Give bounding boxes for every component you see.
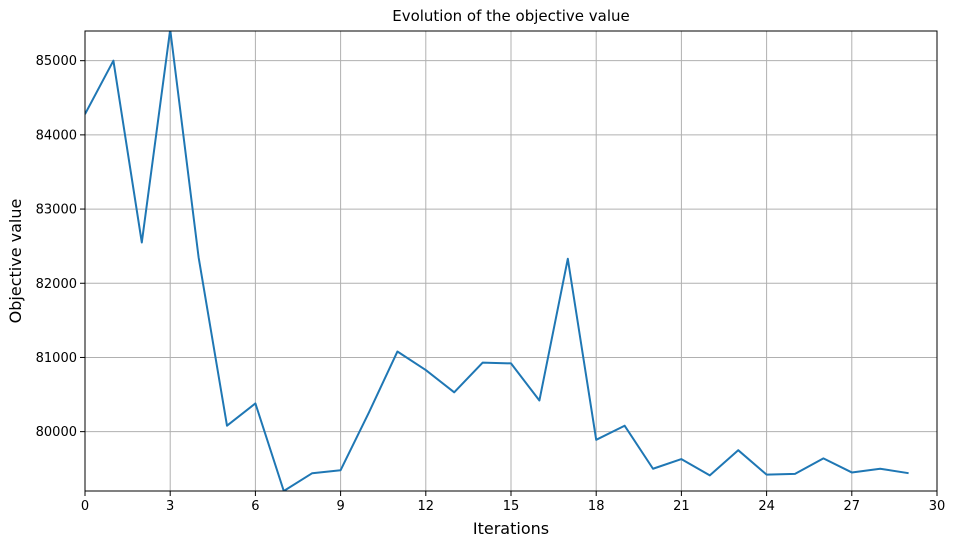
grid — [85, 31, 937, 491]
y-tick-label: 84000 — [36, 128, 77, 143]
x-tick-label: 9 — [336, 499, 344, 514]
x-tick-label: 18 — [588, 499, 605, 514]
x-tick-label: 6 — [251, 499, 259, 514]
x-tick-label: 0 — [81, 499, 89, 514]
x-tick-label: 12 — [418, 499, 435, 514]
ticks: 0 3 6 9 12 15 18 21 24 27 30 80000 81000 82000 83000 84… — [36, 54, 946, 514]
chart-title: Evolution of the objective value — [392, 7, 630, 25]
x-tick-label: 21 — [673, 499, 690, 514]
y-tick-label: 83000 — [36, 203, 77, 218]
x-tick-label: 3 — [166, 499, 174, 514]
y-tick-label: 85000 — [36, 54, 77, 69]
series-layer — [85, 30, 909, 492]
x-tick-label: 27 — [844, 499, 861, 514]
y-axis-label: Objective value — [6, 199, 25, 324]
y-tick-label: 80000 — [36, 425, 77, 440]
x-axis-label: Iterations — [473, 519, 549, 538]
y-tick-label: 81000 — [36, 351, 77, 366]
series-line — [85, 30, 909, 491]
y-tick-label: 82000 — [36, 277, 77, 292]
x-tick-label: 24 — [758, 499, 775, 514]
x-tick-label: 30 — [929, 499, 946, 514]
x-tick-label: 15 — [503, 499, 520, 514]
